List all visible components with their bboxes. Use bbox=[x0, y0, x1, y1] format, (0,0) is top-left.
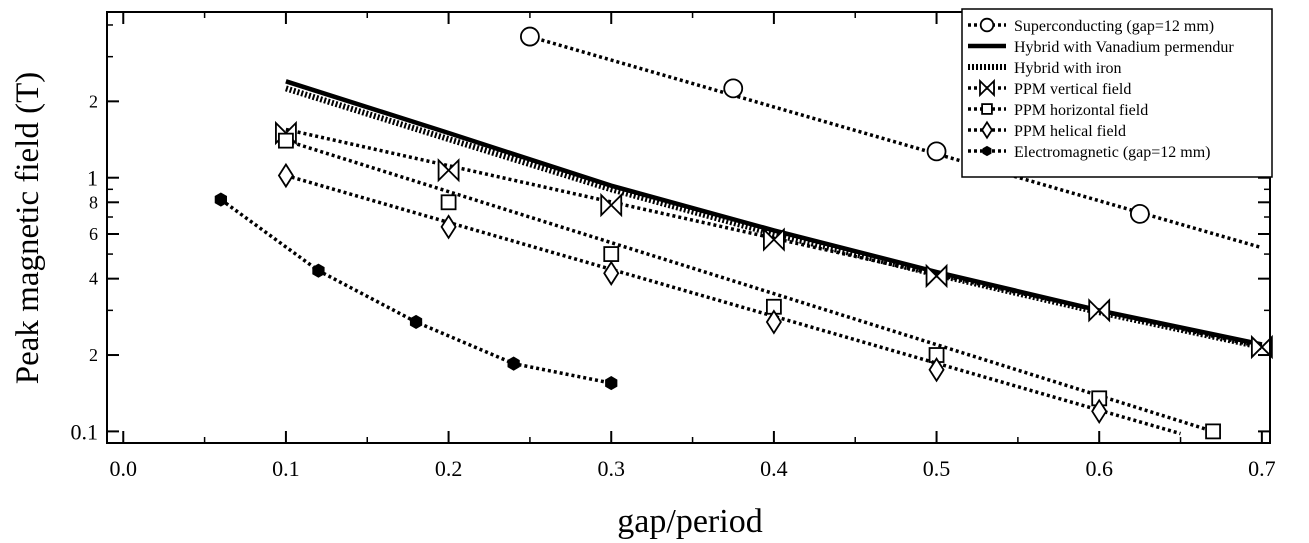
legend-box bbox=[961, 8, 1273, 178]
x-tick-label: 0.2 bbox=[435, 456, 463, 481]
legend-swatch-marker bbox=[979, 78, 995, 98]
series-line bbox=[529, 34, 1263, 250]
data-point bbox=[1129, 204, 1150, 224]
axes: 0.0 0.1 0.2 0.3 0.4 0.5 0.6 0.7 0.1 2 4 6 81 2 bbox=[71, 11, 1276, 481]
legend-label: PPM horizontal field bbox=[1014, 102, 1148, 119]
legend-swatch-marker bbox=[982, 145, 992, 157]
data-point bbox=[603, 260, 620, 286]
data-point bbox=[275, 120, 297, 146]
x-tick-label: 0.3 bbox=[597, 456, 625, 481]
series-6 bbox=[214, 192, 618, 391]
data-point bbox=[603, 246, 620, 262]
data-point bbox=[437, 158, 460, 183]
data-point bbox=[1088, 298, 1111, 323]
series-line bbox=[285, 173, 1181, 436]
legend-label: PPM vertical field bbox=[1014, 81, 1131, 98]
y-tick-label: 2 bbox=[89, 345, 98, 365]
data-point bbox=[440, 194, 457, 211]
data-point bbox=[1250, 334, 1273, 360]
data-point bbox=[762, 227, 785, 252]
series-line bbox=[219, 198, 612, 385]
y-tick-label: 6 bbox=[89, 224, 98, 244]
plot-frame bbox=[106, 11, 1271, 444]
x-tick-label: 0.4 bbox=[760, 456, 788, 481]
data-point bbox=[440, 214, 457, 240]
data-point bbox=[277, 162, 294, 189]
x-tick-label: 0.7 bbox=[1248, 456, 1276, 481]
series-4 bbox=[278, 132, 1221, 440]
data-point bbox=[312, 263, 325, 278]
series-line bbox=[285, 127, 1263, 349]
legend: Superconducting (gap=12 mm) Hybrid with V… bbox=[961, 8, 1273, 178]
x-tick-label: 0.5 bbox=[923, 456, 951, 481]
legend-label: Hybrid with iron bbox=[1014, 60, 1122, 77]
data-point bbox=[765, 309, 782, 335]
legend-label: Superconducting (gap=12 mm) bbox=[1014, 18, 1214, 35]
legend-label: Hybrid with Vanadium permendur bbox=[1014, 39, 1234, 56]
series-2 bbox=[285, 85, 1263, 351]
x-tick-label: 0.1 bbox=[272, 456, 300, 481]
data-point bbox=[926, 141, 947, 162]
data-point bbox=[600, 192, 623, 218]
series-5 bbox=[277, 162, 1181, 436]
y-tick-label: 8 bbox=[89, 192, 98, 212]
data-point bbox=[1091, 398, 1108, 424]
y-tick-label: 2 bbox=[89, 91, 98, 111]
data-point bbox=[723, 78, 744, 99]
legend-swatch-marker bbox=[981, 103, 993, 115]
data-point bbox=[278, 132, 294, 149]
series-line bbox=[285, 85, 1263, 351]
data-point bbox=[214, 192, 227, 207]
legend-swatch-marker bbox=[981, 120, 993, 140]
x-axis-label: gap/period bbox=[617, 503, 762, 540]
legend-label: PPM helical field bbox=[1014, 123, 1126, 140]
series-3 bbox=[275, 120, 1273, 360]
x-tick-label: 0.6 bbox=[1085, 456, 1113, 481]
x-tick-label: 0.0 bbox=[110, 456, 138, 481]
y-axis-label: Peak magnetic field (T) bbox=[10, 72, 46, 384]
data-point bbox=[925, 263, 948, 289]
legend-swatch-marker bbox=[979, 17, 995, 33]
data-point bbox=[605, 376, 618, 391]
plot-area bbox=[214, 26, 1273, 440]
data-point bbox=[1205, 423, 1221, 440]
y-tick-label: 1 bbox=[87, 166, 98, 191]
data-point bbox=[409, 314, 423, 330]
data-point bbox=[928, 357, 945, 383]
data-point bbox=[507, 356, 520, 371]
series-0 bbox=[520, 26, 1263, 250]
y-tick-label: 4 bbox=[89, 269, 98, 289]
data-point bbox=[520, 26, 540, 47]
series-line bbox=[285, 138, 1214, 434]
y-tick-label: 0.1 bbox=[71, 419, 99, 444]
legend-label: Electromagnetic (gap=12 mm) bbox=[1014, 144, 1211, 161]
